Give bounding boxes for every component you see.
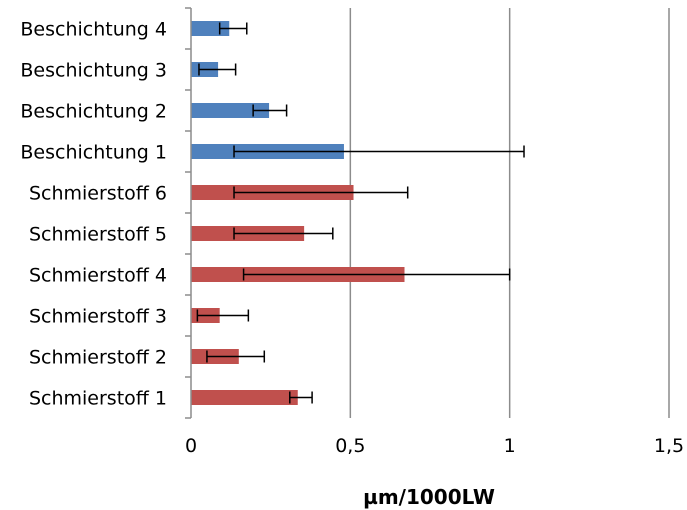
error-bar bbox=[206, 350, 266, 363]
error-bar bbox=[233, 186, 409, 199]
error-bar bbox=[218, 22, 248, 35]
error-bar bbox=[233, 145, 525, 158]
x-tick-label: 0,5 bbox=[335, 435, 365, 457]
error-bar bbox=[242, 268, 511, 281]
category-label: Beschichtung 3 bbox=[20, 60, 167, 82]
category-label: Beschichtung 4 bbox=[20, 19, 167, 41]
category-label: Schmierstoff 4 bbox=[29, 265, 167, 287]
bars bbox=[191, 21, 405, 405]
gridlines bbox=[349, 8, 670, 418]
y-axis bbox=[185, 7, 192, 419]
error-bars bbox=[196, 22, 525, 404]
x-tick-label: 0 bbox=[185, 435, 197, 457]
bar bbox=[191, 390, 298, 405]
category-label: Schmierstoff 6 bbox=[29, 183, 167, 205]
category-label: Schmierstoff 1 bbox=[29, 388, 167, 410]
category-label: Beschichtung 1 bbox=[20, 142, 167, 164]
category-label: Schmierstoff 2 bbox=[29, 347, 167, 369]
category-label: Beschichtung 2 bbox=[20, 101, 167, 123]
bar bbox=[191, 103, 270, 118]
x-tick-label: 1 bbox=[504, 435, 516, 457]
error-bar bbox=[196, 309, 250, 322]
x-axis-title: µm/1000LW bbox=[363, 485, 495, 509]
x-tick-label: 1,5 bbox=[654, 435, 684, 457]
category-label: Schmierstoff 5 bbox=[29, 224, 167, 246]
error-bar bbox=[289, 391, 313, 404]
error-bar bbox=[252, 104, 288, 117]
error-bar bbox=[198, 63, 237, 76]
x-tick-labels: 0 0,5 1 1,5 bbox=[185, 435, 684, 457]
category-label: Schmierstoff 3 bbox=[29, 306, 167, 328]
error-bar bbox=[233, 227, 334, 240]
category-labels: Schmierstoff 1 Schmierstoff 2 Schmierstoff… bbox=[20, 19, 167, 410]
